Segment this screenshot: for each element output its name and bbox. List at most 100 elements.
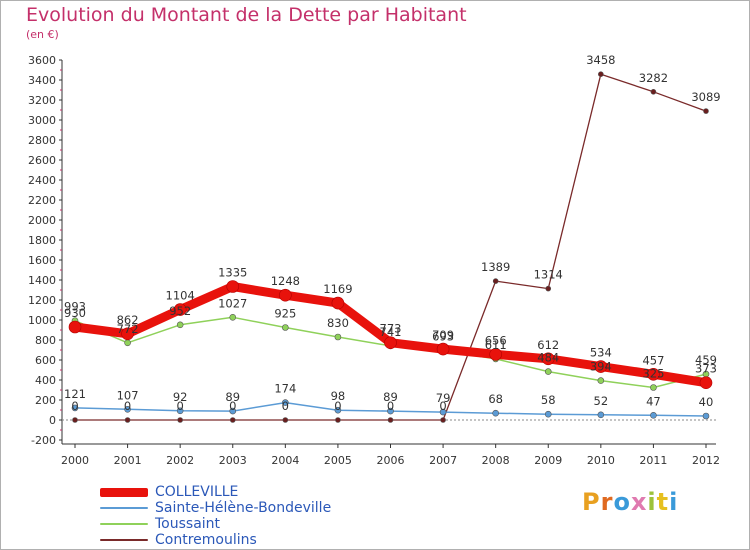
x-tick-label: 2011 [639, 454, 667, 467]
data-label: 1169 [323, 282, 352, 296]
data-label: 1104 [166, 289, 195, 303]
data-label: 611 [485, 338, 507, 352]
logo-letter: o [613, 488, 631, 516]
data-label: 79 [436, 391, 451, 405]
y-tick-label: 200 [35, 394, 56, 407]
data-point [279, 288, 292, 302]
data-label: 693 [432, 330, 454, 344]
data-point [436, 342, 450, 356]
legend-swatch [100, 487, 148, 497]
data-label: 1335 [218, 266, 247, 280]
data-point [124, 339, 131, 347]
data-point [229, 313, 237, 321]
y-tick-label: 2000 [28, 214, 56, 227]
logo-letter: i [669, 488, 679, 516]
data-label: 121 [64, 387, 86, 401]
legend-swatch [100, 523, 148, 525]
data-label: 930 [64, 306, 86, 320]
data-point [699, 376, 713, 390]
proxiti-logo: Proxiti [582, 488, 678, 516]
data-label: 47 [646, 394, 661, 408]
data-point [650, 411, 657, 419]
legend-label: Toussaint [155, 516, 221, 532]
data-point [384, 336, 397, 350]
x-tick-label: 2009 [534, 454, 562, 467]
data-label: 952 [169, 304, 191, 318]
data-point [334, 333, 342, 341]
data-point [647, 367, 660, 381]
y-tick-label: 600 [35, 354, 56, 367]
data-label: 773 [380, 322, 402, 336]
data-point [702, 412, 710, 420]
data-point [72, 417, 78, 423]
y-tick-label: 3200 [28, 94, 56, 107]
data-point [492, 278, 499, 284]
data-label: 107 [117, 388, 139, 402]
x-tick-label: 2006 [377, 454, 405, 467]
y-tick-label: -200 [31, 434, 56, 447]
data-point [71, 404, 79, 412]
data-point [282, 399, 289, 406]
data-point [387, 417, 394, 423]
data-point [439, 408, 447, 416]
data-point [334, 406, 342, 414]
data-label: 0 [387, 399, 394, 413]
data-label: 862 [117, 313, 139, 327]
data-label: 656 [485, 333, 507, 347]
data-label: 174 [274, 382, 296, 396]
y-tick-label: 400 [35, 374, 56, 387]
data-label: 0 [124, 399, 131, 413]
data-label: 925 [274, 307, 296, 321]
data-label: 92 [173, 390, 188, 404]
data-point [68, 320, 82, 334]
data-point [650, 384, 657, 391]
logo-letter: x [630, 488, 648, 516]
data-label: 0 [334, 399, 341, 413]
data-label: 484 [537, 351, 559, 365]
data-point [544, 410, 552, 418]
data-point [335, 417, 341, 423]
data-point [121, 327, 134, 341]
data-point [331, 296, 345, 310]
y-tick-label: 2400 [28, 174, 56, 187]
x-tick-label: 2002 [166, 454, 194, 467]
data-label: 709 [432, 328, 454, 342]
logo-letter: i [647, 488, 657, 516]
legend-swatch [100, 539, 148, 541]
data-label: 1248 [271, 274, 300, 288]
y-tick-label: 1000 [28, 314, 56, 327]
data-label: 98 [331, 389, 346, 403]
y-tick-label: 3600 [28, 54, 56, 67]
chart-title: Evolution du Montant de la Dette par Hab… [26, 4, 467, 26]
data-label: 0 [71, 399, 78, 413]
data-point [440, 417, 446, 423]
y-tick-label: 1800 [28, 234, 56, 247]
data-label: 741 [380, 325, 402, 339]
data-label: 993 [64, 300, 86, 314]
data-label: 0 [177, 399, 184, 413]
x-tick-label: 2012 [692, 454, 720, 467]
data-point [597, 411, 605, 419]
x-tick-label: 2000 [61, 454, 89, 467]
y-tick-label: 1400 [28, 274, 56, 287]
data-point [124, 417, 131, 423]
data-point [650, 89, 657, 95]
data-label: 772 [117, 322, 139, 336]
data-point [703, 108, 709, 114]
y-tick-label: 2200 [28, 194, 56, 207]
data-point [598, 71, 604, 77]
y-tick-label: 2600 [28, 154, 56, 167]
data-label: 373 [695, 362, 717, 376]
data-label: 68 [488, 392, 503, 406]
data-label: 0 [282, 399, 289, 413]
data-label: 1314 [534, 268, 563, 282]
data-label: 52 [594, 394, 609, 408]
data-label: 3282 [639, 71, 668, 85]
data-point [282, 324, 289, 331]
x-tick-label: 2004 [271, 454, 299, 467]
logo-letter: t [656, 488, 670, 516]
data-label: 612 [537, 338, 559, 352]
data-label: 1027 [218, 296, 247, 310]
data-point [226, 280, 240, 293]
x-tick-label: 2005 [324, 454, 352, 467]
